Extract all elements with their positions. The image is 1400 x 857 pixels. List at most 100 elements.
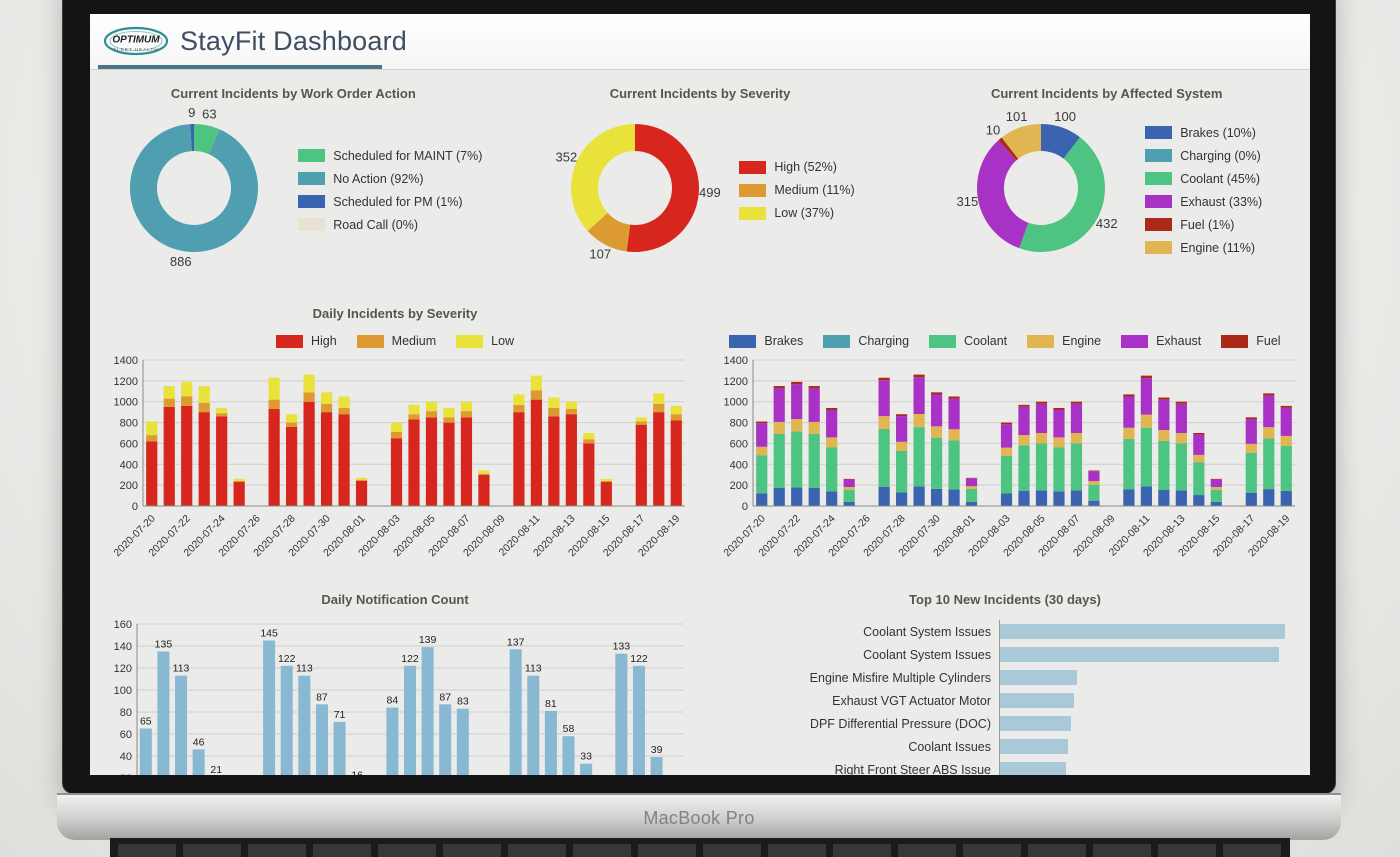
- bar-segment[interactable]: [583, 443, 595, 506]
- bar-segment[interactable]: [1175, 401, 1187, 404]
- bar-segment[interactable]: [198, 402, 210, 413]
- stacked-bar-chart-severity[interactable]: 02004006008001000120014002020-07-202020-…: [99, 352, 691, 586]
- bar-segment[interactable]: [670, 420, 682, 506]
- bar-segment[interactable]: [930, 426, 943, 438]
- bar[interactable]: [544, 710, 557, 775]
- bar-segment[interactable]: [513, 412, 525, 506]
- donut-slice[interactable]: [1041, 124, 1081, 159]
- bar[interactable]: [456, 708, 469, 775]
- bar-segment[interactable]: [773, 487, 785, 506]
- bar[interactable]: [421, 647, 434, 775]
- bar-segment[interactable]: [1088, 481, 1100, 485]
- bar-segment[interactable]: [233, 482, 245, 506]
- bar-segment[interactable]: [1175, 490, 1187, 506]
- bar-segment[interactable]: [548, 397, 560, 408]
- bar-segment[interactable]: [1070, 443, 1083, 491]
- bar-segment[interactable]: [1140, 414, 1152, 428]
- bar-segment[interactable]: [1175, 403, 1187, 433]
- bar-segment[interactable]: [808, 433, 820, 488]
- bar-segment[interactable]: [913, 377, 925, 415]
- donut-slice[interactable]: [571, 124, 636, 232]
- bar-segment[interactable]: [303, 401, 315, 506]
- bar-segment[interactable]: [773, 386, 785, 389]
- donut-slice[interactable]: [626, 124, 700, 252]
- bar-segment[interactable]: [1035, 490, 1048, 506]
- bar-segment[interactable]: [843, 489, 855, 502]
- bar-segment[interactable]: [286, 414, 298, 423]
- bar-segment[interactable]: [756, 421, 768, 424]
- bar-segment[interactable]: [1210, 478, 1222, 480]
- bar-segment[interactable]: [163, 386, 175, 399]
- bar-segment[interactable]: [930, 488, 943, 506]
- bar-segment[interactable]: [1035, 401, 1048, 404]
- bar-segment[interactable]: [1035, 443, 1048, 491]
- bar-segment[interactable]: [773, 421, 785, 434]
- bar-segment[interactable]: [600, 478, 612, 481]
- bar-segment[interactable]: [1210, 487, 1222, 490]
- donut-slice[interactable]: [130, 124, 259, 252]
- bar-segment[interactable]: [878, 380, 890, 417]
- bar-segment[interactable]: [216, 416, 228, 506]
- bar-segment[interactable]: [1263, 395, 1275, 428]
- donut-chart-work-order[interactable]: 63 886 9: [104, 106, 284, 274]
- donut-slice[interactable]: [587, 212, 631, 252]
- bar-segment[interactable]: [948, 398, 960, 430]
- hbar[interactable]: [1000, 739, 1069, 754]
- bar-segment[interactable]: [896, 414, 908, 417]
- bar-segment[interactable]: [670, 405, 682, 415]
- hbar-chart-top-incidents[interactable]: Coolant System Issues Coolant System Issu…: [713, 620, 1297, 775]
- bar-segment[interactable]: [1070, 433, 1083, 444]
- bar-segment[interactable]: [878, 428, 890, 487]
- bar-segment[interactable]: [216, 407, 228, 414]
- bar-segment[interactable]: [878, 486, 890, 506]
- bar-segment[interactable]: [1280, 445, 1292, 491]
- bar[interactable]: [404, 665, 416, 775]
- bar-segment[interactable]: [181, 381, 193, 397]
- bar-segment[interactable]: [1123, 427, 1135, 439]
- bar[interactable]: [527, 675, 540, 775]
- bar-segment[interactable]: [1088, 500, 1100, 506]
- bar[interactable]: [615, 653, 628, 775]
- bar[interactable]: [562, 736, 575, 775]
- bar-segment[interactable]: [1123, 438, 1135, 490]
- bar-segment[interactable]: [198, 386, 210, 403]
- bar-segment[interactable]: [756, 455, 768, 494]
- bar-segment[interactable]: [355, 480, 368, 506]
- bar-segment[interactable]: [635, 421, 647, 425]
- bar-segment[interactable]: [460, 411, 473, 418]
- bar-segment[interactable]: [320, 412, 333, 506]
- bar-segment[interactable]: [565, 414, 577, 506]
- bar-chart-notifications[interactable]: 0204060801001201401606513511346211451221…: [99, 612, 691, 775]
- bar-segment[interactable]: [1140, 378, 1152, 415]
- bar-segment[interactable]: [826, 491, 838, 506]
- bar-segment[interactable]: [1018, 406, 1030, 436]
- bar-segment[interactable]: [146, 435, 158, 442]
- bar-segment[interactable]: [338, 414, 350, 506]
- bar-segment[interactable]: [843, 501, 855, 506]
- bar-segment[interactable]: [1193, 434, 1205, 455]
- bar-segment[interactable]: [843, 478, 855, 480]
- bar-segment[interactable]: [948, 429, 960, 441]
- bar-segment[interactable]: [163, 406, 175, 506]
- bar-segment[interactable]: [1000, 424, 1013, 448]
- bar-segment[interactable]: [1263, 438, 1275, 490]
- bar[interactable]: [280, 665, 293, 775]
- bar-segment[interactable]: [1245, 492, 1257, 506]
- bar-segment[interactable]: [268, 409, 280, 506]
- bar-segment[interactable]: [1193, 495, 1205, 506]
- bar-segment[interactable]: [1245, 452, 1257, 493]
- bar-segment[interactable]: [756, 493, 768, 506]
- bar-segment[interactable]: [1140, 375, 1152, 379]
- bar-segment[interactable]: [198, 412, 210, 506]
- bar-segment[interactable]: [826, 447, 838, 492]
- donut-chart-affected-system[interactable]: 100 432 315 10 101: [951, 106, 1131, 274]
- bar-segment[interactable]: [791, 487, 803, 506]
- bar-segment[interactable]: [756, 423, 768, 447]
- hbar[interactable]: [1000, 624, 1286, 639]
- bar-segment[interactable]: [1053, 447, 1065, 492]
- donut-slice[interactable]: [977, 140, 1029, 249]
- bar-segment[interactable]: [530, 399, 542, 506]
- bar-segment[interactable]: [1053, 409, 1065, 438]
- bar-segment[interactable]: [1018, 435, 1030, 446]
- bar-segment[interactable]: [965, 478, 978, 487]
